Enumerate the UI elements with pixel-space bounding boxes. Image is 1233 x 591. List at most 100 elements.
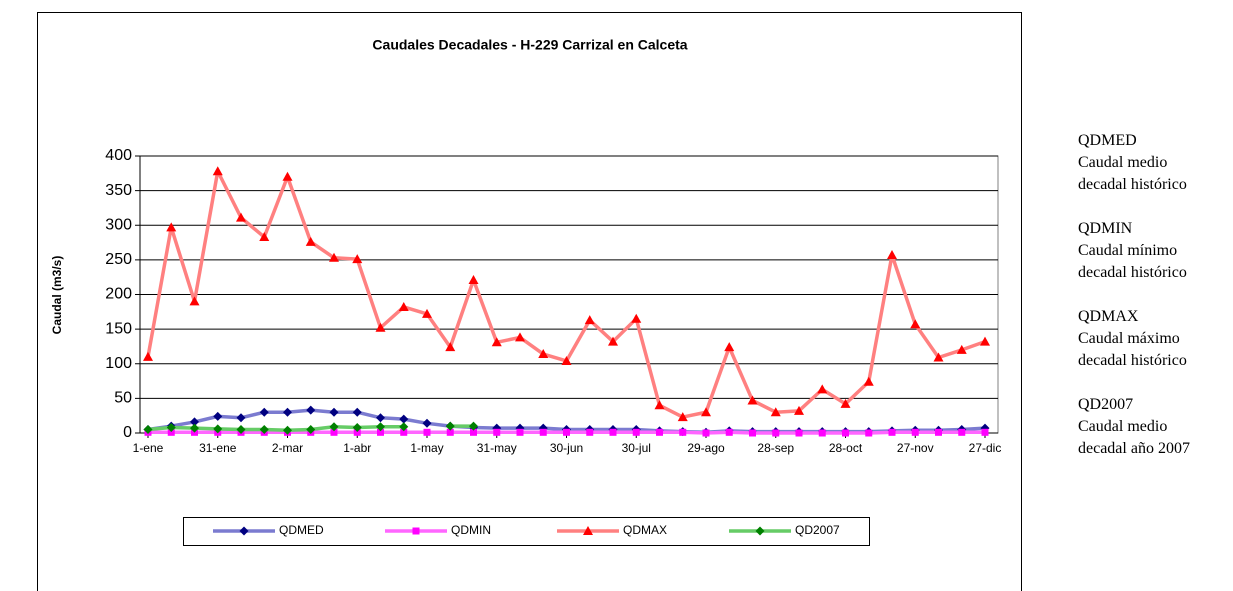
side-legend-description: decadal histórico [1078,352,1187,369]
y-tick-label: 300 [105,216,132,233]
x-tick-label: 2-mar [272,441,303,455]
marker [755,526,765,536]
marker [352,254,363,264]
side-legend-code: QDMAX [1078,308,1139,325]
marker [493,428,501,436]
marker [910,319,921,329]
marker [586,428,594,436]
marker [399,422,409,432]
marker [933,352,944,362]
chart-title: Caudales Decadales - H-229 Carrizal en C… [372,37,687,53]
marker [725,428,733,436]
marker [516,428,524,436]
marker [213,411,223,421]
legend-label: QDMIN [451,523,491,537]
marker [654,400,665,410]
marker [375,322,386,332]
side-legend-description: decadal año 2007 [1078,440,1190,457]
marker [259,232,270,242]
marker [887,250,897,260]
marker [888,428,896,436]
marker [469,421,478,431]
marker [239,526,249,536]
y-tick-label: 400 [105,147,132,164]
y-tick-label: 350 [105,182,132,199]
marker [702,429,710,437]
marker [352,407,362,417]
y-tick-label: 50 [114,390,132,407]
y-tick-label: 250 [105,251,132,268]
side-legend-description: Caudal máximo [1078,330,1180,347]
marker [491,337,502,347]
marker [283,407,292,417]
side-legend-description: decadal histórico [1078,176,1187,193]
marker [189,296,200,306]
marker [398,301,409,311]
marker [515,332,525,342]
marker [329,252,339,262]
marker [213,424,223,434]
marker [305,236,316,246]
marker [306,425,316,435]
marker [353,428,361,436]
marker [412,527,420,535]
marker [863,376,874,386]
marker [190,423,199,433]
marker [212,166,223,176]
marker [283,425,292,435]
marker [259,407,269,417]
x-tick-label: 30-jul [622,441,651,455]
chart: Caudales Decadales - H-229 Carrizal en C… [37,12,1022,591]
marker [470,428,477,436]
side-legend-code: QDMED [1078,132,1137,149]
marker [445,342,456,352]
marker [166,222,177,232]
side-legend-entry: QDMIN Caudal mínimo decadal histórico [1078,218,1190,284]
marker [583,526,593,535]
legend-label: QDMAX [623,523,667,537]
marker [747,395,758,405]
marker [143,351,153,361]
marker [376,422,385,432]
side-legend: QDMED Caudal medio decadal histórico QDMIN C… [1078,130,1190,482]
x-tick-label: 1-abr [343,441,371,455]
marker [817,384,828,394]
x-tick-label: 1-may [410,441,443,455]
marker [538,349,549,359]
marker [539,428,547,436]
marker [377,428,384,436]
y-tick-label: 100 [105,355,132,372]
side-legend-description: Caudal medio [1078,154,1168,171]
marker [329,407,339,417]
marker [608,336,618,346]
marker [911,428,919,436]
marker [236,413,246,423]
marker [446,428,454,436]
marker [701,407,711,417]
marker [609,428,617,436]
side-legend-description: Caudal medio [1078,418,1168,435]
y-tick-label: 200 [105,286,132,303]
marker [400,428,408,436]
marker [631,313,642,323]
marker [956,344,967,354]
x-tick-label: 27-dic [969,441,1002,455]
side-legend-entry: QDMAX Caudal máximo decadal histórico [1078,306,1190,372]
marker [422,308,432,318]
marker [306,405,316,415]
side-legend-entry: QDMED Caudal medio decadal histórico [1078,130,1190,196]
side-legend-entry: QD2007 Caudal medio decadal año 2007 [1078,394,1190,460]
side-legend-code: QD2007 [1078,396,1134,413]
x-tick-label: 27-nov [897,441,934,455]
y-axis-label: Caudal (m3/s) [50,256,64,335]
x-tick-label: 31-may [477,441,517,455]
marker [422,418,432,428]
y-tick-label: 0 [123,424,132,441]
marker [330,428,338,436]
marker [190,417,199,427]
marker [935,428,942,436]
x-tick-label: 28-oct [829,441,863,455]
marker [236,212,246,222]
y-tick-label: 150 [105,320,132,337]
